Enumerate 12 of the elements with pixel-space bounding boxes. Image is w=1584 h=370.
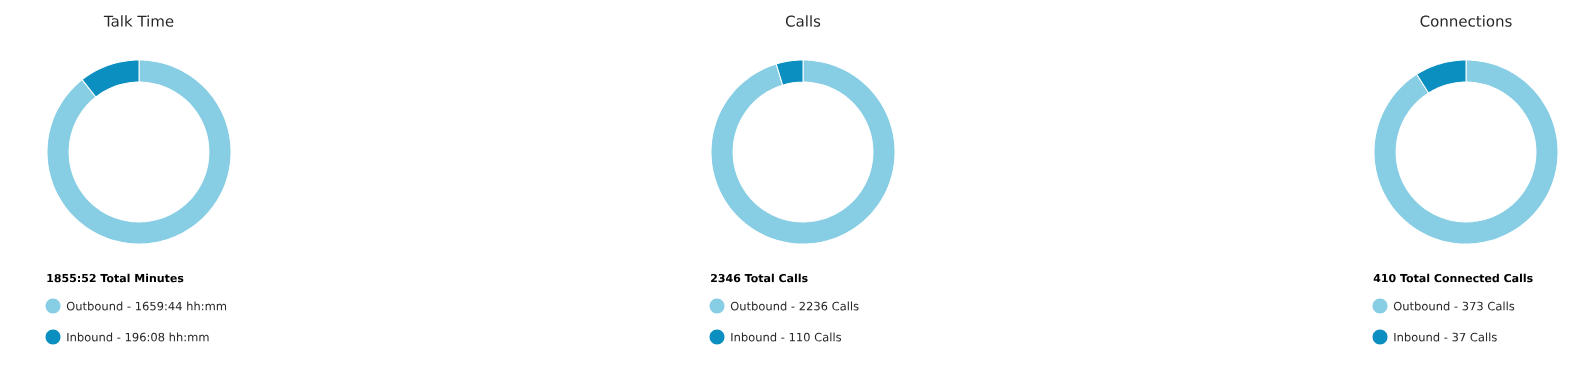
legend-label: Outbound - 373 Calls — [1393, 301, 1515, 311]
legend-label: Inbound - 110 Calls — [731, 332, 842, 342]
text: 2346 Total Calls — [711, 273, 808, 283]
chart-title: Connections — [1420, 15, 1512, 27]
chart-title: Calls — [785, 15, 821, 27]
text: 410 Total Connected Calls — [1373, 273, 1533, 283]
legend-label: Outbound - 2236 Calls — [730, 301, 859, 311]
legend-label: Inbound - 196:08 hh:mm — [67, 332, 209, 342]
legend-label: Inbound - 37 Calls — [1394, 332, 1497, 342]
legend-label: Outbound - 1659:44 hh:mm — [66, 301, 227, 311]
text: 1855:52 Total Minutes — [47, 273, 184, 283]
chart-title: Talk Time — [103, 15, 174, 27]
